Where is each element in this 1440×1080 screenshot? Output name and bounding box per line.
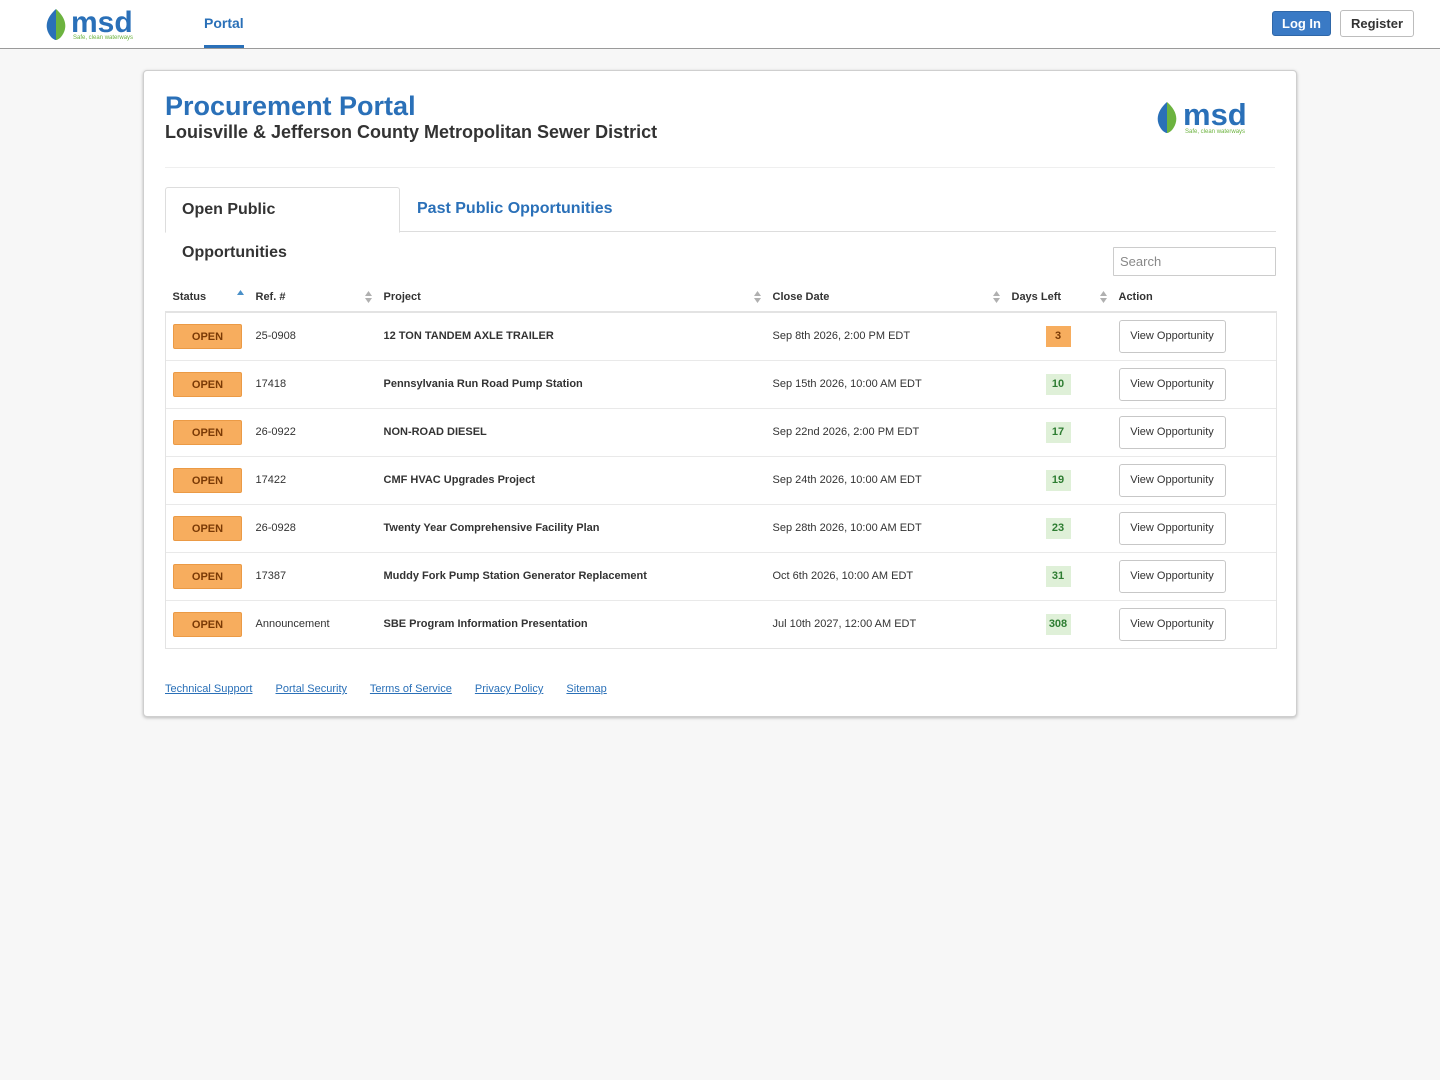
svg-text:msd: msd [1183, 97, 1247, 132]
project-name: Twenty Year Comprehensive Facility Plan [376, 503, 766, 552]
ref-number: 25-0908 [248, 311, 377, 360]
close-date: Sep 24th 2026, 10:00 AM EDT [765, 455, 1005, 504]
table-row: OPEN Announcement SBE Program Informatio… [165, 599, 1277, 649]
search-input[interactable] [1113, 247, 1276, 276]
footer-link-technical-support[interactable]: Technical Support [165, 683, 253, 695]
ref-number: 17387 [248, 551, 377, 600]
column-label: Status [172, 290, 207, 303]
table-row: OPEN 17422 CMF HVAC Upgrades Project Sep… [165, 455, 1277, 504]
login-button[interactable]: Log In [1272, 11, 1331, 36]
footer-link-terms-of-service[interactable]: Terms of Service [369, 683, 452, 695]
header-divider [165, 167, 1275, 168]
view-opportunity-button[interactable]: View Opportunity [1118, 319, 1226, 353]
footer-link-privacy-policy[interactable]: Privacy Policy [474, 683, 544, 695]
table-row: OPEN 25-0908 12 TON TANDEM AXLE TRAILER … [165, 311, 1277, 360]
project-name: Muddy Fork Pump Station Generator Replac… [376, 551, 766, 600]
nav-portal-link[interactable]: Portal [204, 0, 244, 48]
status-badge: OPEN [173, 467, 242, 493]
sort-icon [364, 291, 372, 303]
close-date: Jul 10th 2027, 12:00 AM EDT [765, 599, 1005, 649]
svg-text:Safe, clean waterways: Safe, clean waterways [1185, 129, 1245, 135]
project-name: SBE Program Information Presentation [376, 599, 766, 649]
view-opportunity-button[interactable]: View Opportunity [1118, 607, 1226, 641]
status-badge: OPEN [173, 371, 242, 397]
column-label: Close Date [772, 290, 830, 303]
view-opportunity-button[interactable]: View Opportunity [1118, 415, 1226, 449]
top-navbar: msd Safe, clean waterways Portal Log In … [0, 0, 1440, 49]
opportunities-table: Status Ref. # Project Close Date Days Le… [165, 282, 1277, 649]
table-row: OPEN 26-0928 Twenty Year Comprehensive F… [165, 503, 1277, 552]
table-row: OPEN 17418 Pennsylvania Run Road Pump St… [165, 359, 1277, 408]
status-badge: OPEN [173, 419, 242, 445]
sort-icon [992, 291, 1000, 303]
close-date: Sep 22nd 2026, 2:00 PM EDT [765, 407, 1005, 456]
close-date: Sep 15th 2026, 10:00 AM EDT [765, 359, 1005, 408]
days-left-badge: 31 [1045, 565, 1071, 587]
ref-number: 26-0922 [248, 407, 377, 456]
project-name: CMF HVAC Upgrades Project [376, 455, 766, 504]
status-badge: OPEN [173, 323, 242, 349]
column-header-close-date[interactable]: Close Date [765, 282, 1005, 313]
view-opportunity-button[interactable]: View Opportunity [1118, 511, 1226, 545]
column-header-days-left[interactable]: Days Left [1004, 282, 1112, 313]
status-badge: OPEN [173, 515, 242, 541]
footer-link-portal-security[interactable]: Portal Security [275, 683, 348, 695]
column-header-status[interactable]: Status [165, 282, 249, 313]
page-title: Procurement Portal [165, 91, 416, 121]
close-date: Oct 6th 2026, 10:00 AM EDT [765, 551, 1005, 600]
table-row: OPEN 17387 Muddy Fork Pump Station Gener… [165, 551, 1277, 600]
msd-logo[interactable]: msd Safe, clean waterways [43, 5, 145, 43]
ref-number: 17418 [248, 359, 377, 408]
column-header-project[interactable]: Project [376, 282, 766, 313]
days-left-badge: 19 [1045, 469, 1071, 491]
svg-text:msd: msd [71, 6, 133, 39]
close-date: Sep 8th 2026, 2:00 PM EDT [765, 311, 1005, 360]
tab-open-opportunities[interactable]: Open Public Opportunities [165, 187, 400, 261]
column-header-ref[interactable]: Ref. # [248, 282, 377, 313]
sort-icon [1099, 291, 1107, 303]
ref-number: Announcement [248, 599, 377, 649]
view-opportunity-button[interactable]: View Opportunity [1118, 559, 1226, 593]
status-badge: OPEN [173, 563, 242, 589]
days-left-badge: 23 [1045, 517, 1071, 539]
svg-text:Safe, clean waterways: Safe, clean waterways [73, 35, 133, 41]
days-left-badge: 10 [1045, 373, 1071, 395]
tab-past-opportunities[interactable]: Past Public Opportunities [417, 200, 613, 217]
procurement-card: Procurement Portal Louisville & Jefferso… [143, 70, 1297, 717]
column-label: Action [1118, 290, 1153, 303]
sort-ascending-icon [236, 290, 244, 295]
status-badge: OPEN [173, 611, 242, 637]
project-name: Pennsylvania Run Road Pump Station [376, 359, 766, 408]
msd-logo: msd Safe, clean waterways [1157, 97, 1247, 135]
ref-number: 26-0928 [248, 503, 377, 552]
table-row: OPEN 26-0922 NON-ROAD DIESEL Sep 22nd 20… [165, 407, 1277, 456]
project-name: NON-ROAD DIESEL [376, 407, 766, 456]
close-date: Sep 28th 2026, 10:00 AM EDT [765, 503, 1005, 552]
days-left-badge: 308 [1045, 613, 1071, 635]
sort-icon [753, 291, 761, 303]
table-header-row: Status Ref. # Project Close Date Days Le… [165, 282, 1277, 313]
footer-link-sitemap[interactable]: Sitemap [566, 683, 607, 695]
view-opportunity-button[interactable]: View Opportunity [1118, 367, 1226, 401]
column-label: Ref. # [255, 290, 286, 303]
days-left-badge: 17 [1045, 421, 1071, 443]
page-subtitle: Louisville & Jefferson County Metropolit… [165, 122, 658, 142]
footer-links: Technical Support Portal Security Terms … [165, 683, 627, 695]
opportunity-tabs: Open Public Opportunities Past Public Op… [165, 187, 1276, 261]
ref-number: 17422 [248, 455, 377, 504]
column-label: Days Left [1011, 290, 1062, 303]
days-left-badge: 3 [1045, 325, 1071, 347]
view-opportunity-button[interactable]: View Opportunity [1118, 463, 1226, 497]
column-label: Project [383, 290, 421, 303]
project-name: 12 TON TANDEM AXLE TRAILER [376, 311, 766, 360]
column-header-action: Action [1111, 282, 1277, 313]
register-button[interactable]: Register [1340, 10, 1414, 37]
